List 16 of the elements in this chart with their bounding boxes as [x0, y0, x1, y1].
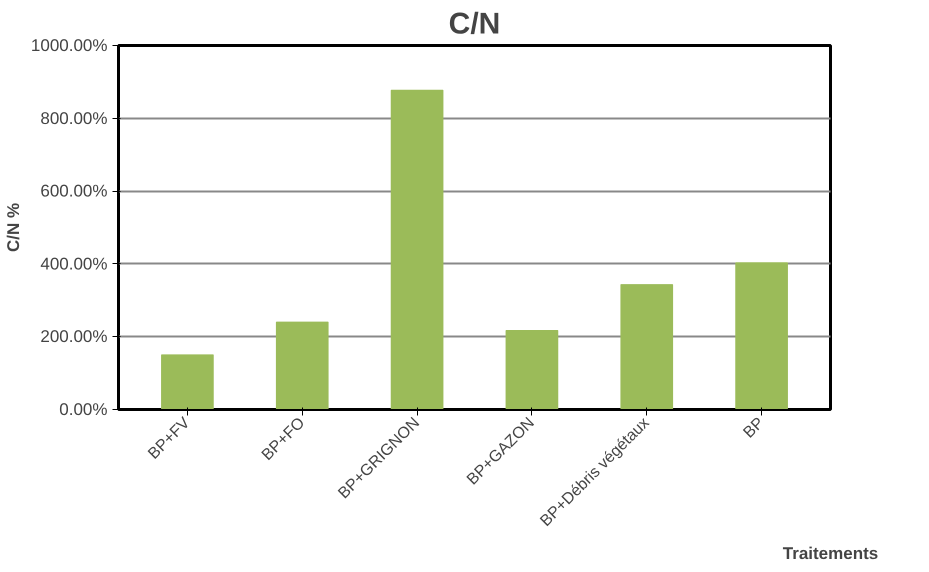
bar [161, 354, 214, 410]
bar [390, 90, 444, 410]
y-tick-label: 1000.00% [30, 36, 108, 55]
x-tick-label: BP [740, 414, 768, 442]
bar [276, 322, 329, 410]
y-tick-label: 600.00% [40, 182, 108, 201]
bar [506, 330, 558, 410]
y-tick-label: 800.00% [40, 108, 108, 128]
y-tick-label: 400.00% [40, 254, 108, 274]
chart-title: C/N [448, 8, 500, 40]
y-tick-label: 0.00% [59, 400, 108, 419]
bar [620, 284, 674, 410]
y-tick-label: 200.00% [40, 327, 108, 346]
bar [735, 262, 788, 410]
x-axis-title: Traitements [782, 544, 878, 563]
y-axis-title: C/N % [4, 202, 23, 252]
